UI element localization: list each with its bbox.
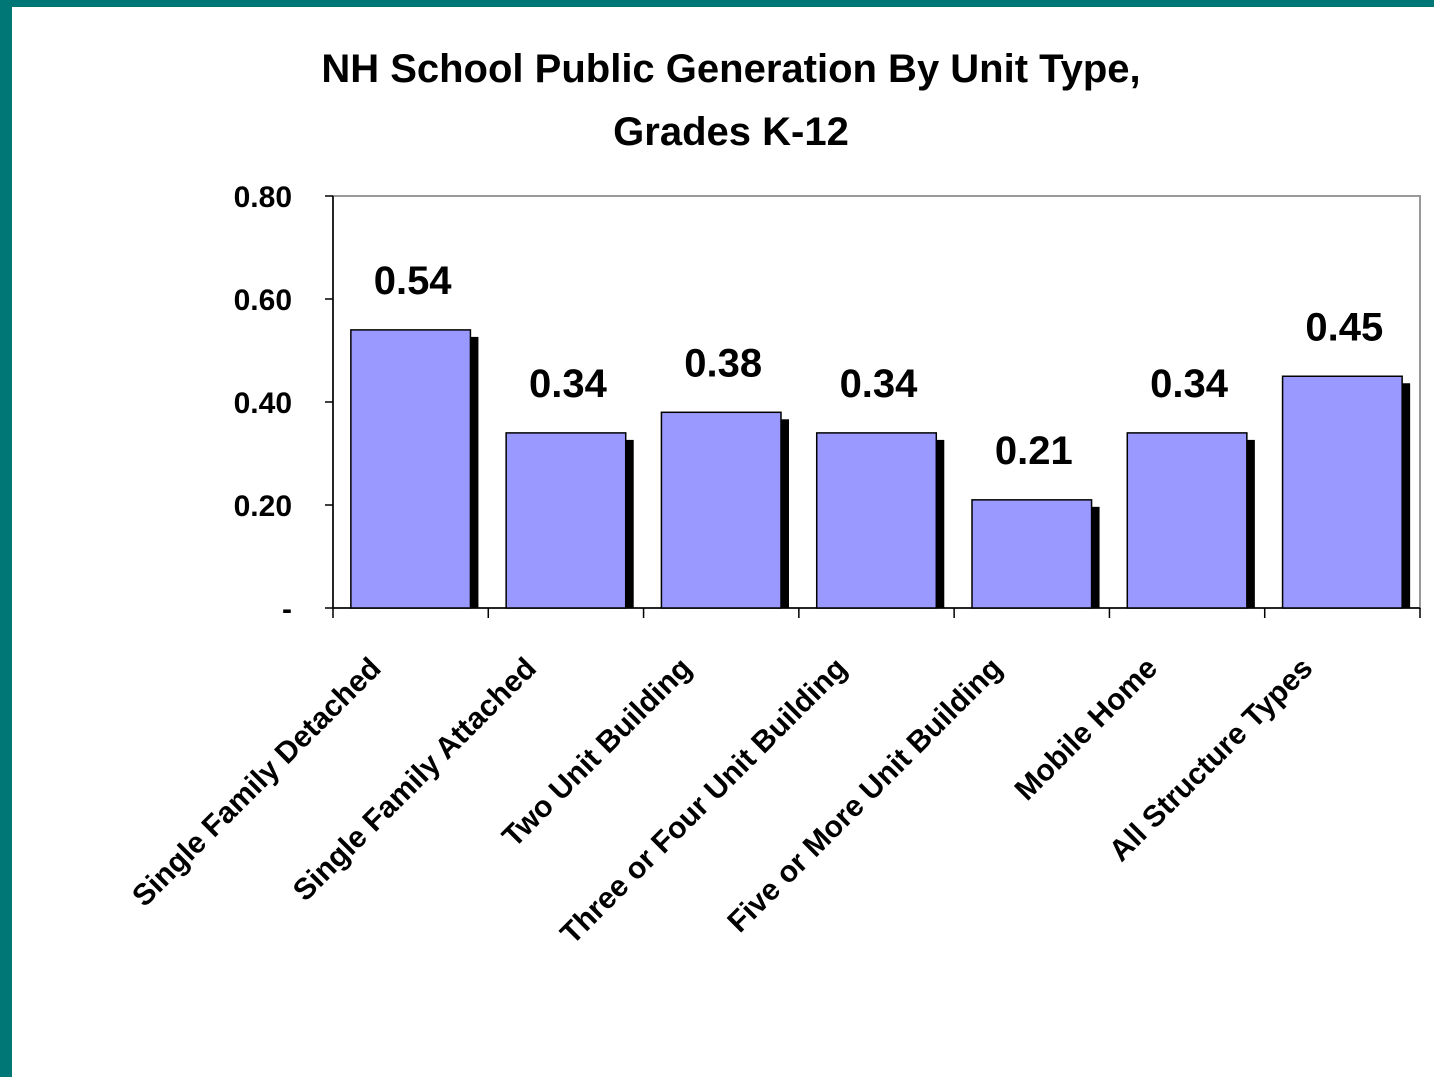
- bar: [1281, 375, 1403, 609]
- y-tick-label: 0.40: [234, 387, 292, 420]
- y-tick-label: 0.80: [234, 181, 292, 214]
- bar: [350, 329, 472, 609]
- value-label: 0.54: [374, 259, 453, 303]
- bar: [505, 432, 627, 609]
- chart-title: Grades K-12: [613, 110, 849, 154]
- y-tick-label: -: [282, 593, 292, 626]
- value-label: 0.21: [995, 429, 1073, 473]
- bar: [1126, 432, 1248, 609]
- value-label: 0.34: [840, 362, 919, 406]
- chart-title: NH School Public Generation By Unit Type…: [321, 47, 1140, 91]
- bar: [971, 499, 1093, 609]
- value-label: 0.34: [529, 362, 608, 406]
- value-label: 0.38: [684, 341, 762, 385]
- y-tick-label: 0.20: [234, 490, 292, 523]
- y-tick-label: 0.60: [234, 284, 292, 317]
- bar: [815, 432, 938, 609]
- value-label: 0.34: [1150, 362, 1229, 406]
- bar: [660, 411, 782, 609]
- value-label: 0.45: [1305, 305, 1383, 349]
